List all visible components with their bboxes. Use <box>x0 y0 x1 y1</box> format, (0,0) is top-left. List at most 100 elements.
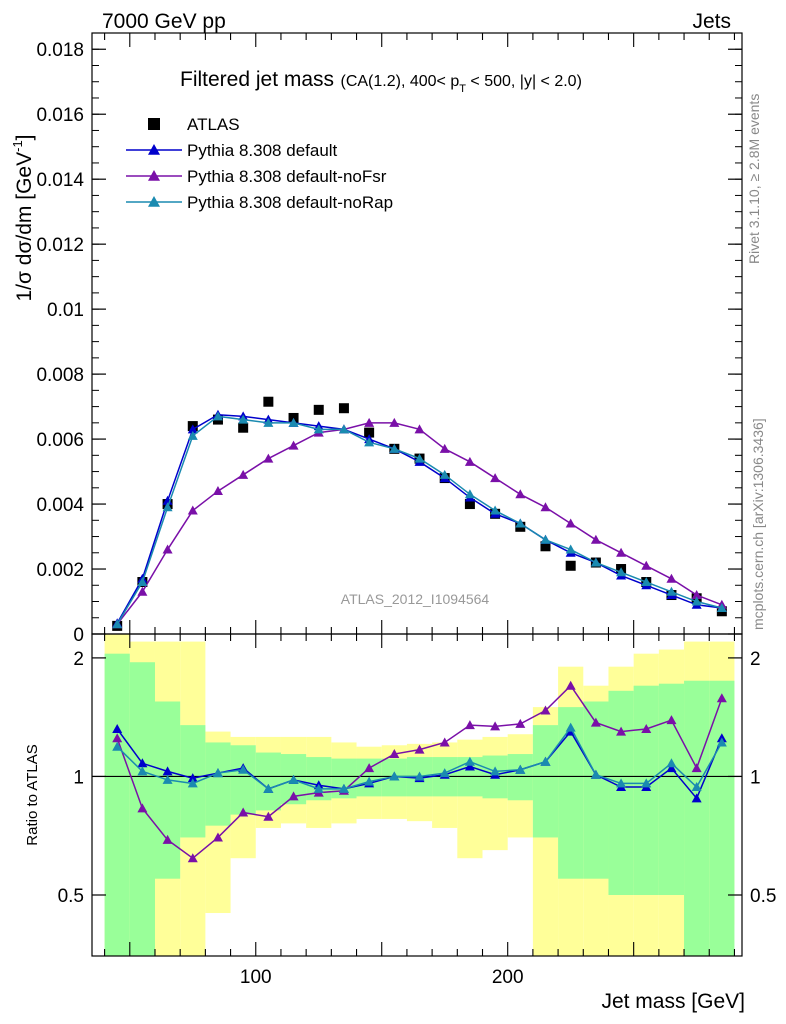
ratio-point <box>414 744 425 754</box>
ratio-point <box>666 763 677 773</box>
legend-marker-triangle <box>148 144 160 155</box>
ratio-ytick-label: 0.5 <box>58 886 84 907</box>
series-point <box>691 596 702 606</box>
series-point <box>464 489 475 499</box>
series-point <box>187 424 198 434</box>
main-ytick-label: 0.014 <box>36 170 84 191</box>
series-point <box>590 557 601 567</box>
series-point <box>616 547 627 557</box>
header-right: Jets <box>692 10 731 33</box>
main-ytick-label: 0 <box>73 625 84 646</box>
ratio-point <box>616 778 627 788</box>
ratio-point <box>137 766 148 776</box>
legend-marker-triangle <box>148 170 160 181</box>
legend-marker-square <box>148 118 160 130</box>
ratio-point <box>716 737 727 747</box>
ratio-point <box>238 764 249 774</box>
chart-title-line: Filtered jet mass (CA(1.2), 400< pT < 50… <box>180 68 582 95</box>
series-point <box>515 489 526 499</box>
main-ytick-label: 0.002 <box>36 560 84 581</box>
band-stat-bin <box>154 701 181 879</box>
main-series-group <box>112 396 727 631</box>
ratio-point <box>691 782 702 792</box>
series-point <box>238 469 249 479</box>
series-point <box>490 473 501 483</box>
legend-label: Pythia 8.308 default-noRap <box>187 193 393 212</box>
series-point <box>565 518 576 528</box>
ratio-point <box>616 726 627 736</box>
ratio-point <box>288 774 299 784</box>
ratio-point <box>389 771 400 781</box>
legend-marker-triangle <box>148 196 160 207</box>
ratio-point <box>414 771 425 781</box>
ratio-point <box>490 766 501 776</box>
band-stat-bin <box>608 690 634 895</box>
ratio-point <box>364 763 375 773</box>
ratio-point <box>112 741 123 751</box>
series-point <box>137 577 148 587</box>
ratio-point <box>439 737 450 747</box>
axis-ticks: 0 0.002 0.004 0.006 0.008 0.01 0.012 0.014 0.016… <box>36 33 776 988</box>
legend-label: ATLAS <box>187 115 240 134</box>
series-point <box>162 544 173 554</box>
band-stat-bin <box>507 754 533 801</box>
data-point-atlas <box>338 403 349 414</box>
series-point <box>515 518 526 528</box>
ratio-ytick-label: 2 <box>73 649 84 670</box>
legend: ATLAS Pythia 8.308 default Pythia 8.308 de… <box>126 115 393 212</box>
ratio-point <box>162 834 173 844</box>
series-point <box>691 590 702 600</box>
ratio-point <box>464 761 475 771</box>
band-stat-bin <box>532 725 559 838</box>
data-point-atlas <box>565 560 576 571</box>
ratio-point <box>464 720 475 730</box>
x-axis-label: Jet mass [GeV] <box>601 990 745 1013</box>
series-point <box>666 573 677 583</box>
series-point <box>490 505 501 515</box>
series-point <box>540 534 551 544</box>
ratio-point <box>515 764 526 774</box>
main-ytick-label: 0.012 <box>36 235 84 256</box>
series-point <box>288 440 299 450</box>
band-stat-bin <box>583 701 609 879</box>
ratio-point <box>716 693 727 703</box>
band-stat-bin <box>709 680 735 956</box>
ratio-point <box>338 783 349 793</box>
watermark: ATLAS_2012_I1094564 <box>341 591 490 607</box>
series-point <box>414 424 425 434</box>
ratio-point <box>666 715 677 725</box>
series-point <box>389 443 400 453</box>
ratio-point <box>238 807 249 817</box>
series-point <box>263 417 274 427</box>
main-ytick-label: 0.008 <box>36 365 84 386</box>
ratio-point <box>263 811 274 821</box>
main-ytick-label: 0.01 <box>47 300 84 321</box>
series-point <box>238 414 249 424</box>
data-point-atlas <box>540 541 551 552</box>
series-point <box>364 437 375 447</box>
series-point <box>112 619 123 629</box>
ratio-point <box>691 763 702 773</box>
ratio-point <box>565 722 576 732</box>
ratio-point <box>162 766 173 776</box>
ratio-ytick-label: 1 <box>73 767 84 788</box>
ratio-point <box>464 756 475 766</box>
ratio-point <box>490 721 501 731</box>
ratio-point <box>187 853 198 863</box>
ratio-point <box>540 705 551 715</box>
series-point <box>187 430 198 440</box>
ratio-point <box>187 778 198 788</box>
ratio-point <box>590 769 601 779</box>
band-stat-bin <box>205 742 231 826</box>
series-point <box>288 417 299 427</box>
ratio-point <box>691 793 702 803</box>
band-stat-bin <box>104 653 130 956</box>
series-point <box>716 603 727 613</box>
ratio-ytick-label-right: 2 <box>750 649 761 670</box>
ratio-point <box>112 723 123 733</box>
data-point-atlas <box>238 422 249 433</box>
chart-title: Filtered jet mass <box>180 68 334 91</box>
ratio-point <box>515 718 526 728</box>
band-stat-bin <box>230 745 256 815</box>
